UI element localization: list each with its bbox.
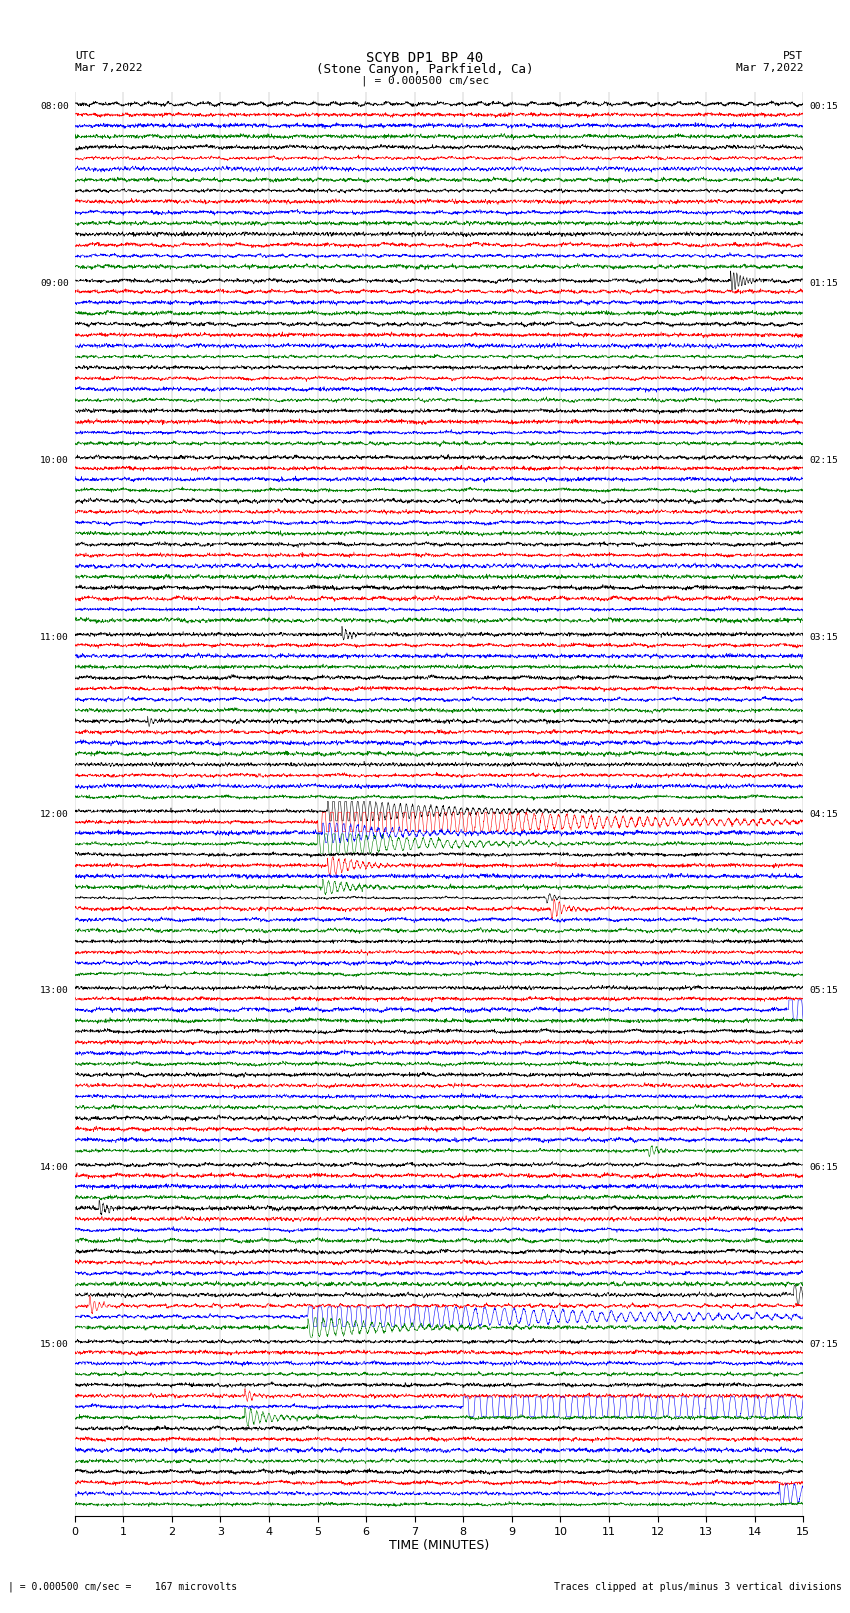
Text: 15:00: 15:00 — [40, 1340, 69, 1348]
Text: 11:00: 11:00 — [40, 632, 69, 642]
Text: 07:15: 07:15 — [809, 1340, 838, 1348]
Text: 13:00: 13:00 — [40, 986, 69, 995]
Text: | = 0.000500 cm/sec =    167 microvolts: | = 0.000500 cm/sec = 167 microvolts — [8, 1581, 238, 1592]
Text: | = 0.000500 cm/sec: | = 0.000500 cm/sec — [361, 76, 489, 85]
Text: UTC: UTC — [75, 50, 95, 61]
Text: SCYB DP1 BP 40: SCYB DP1 BP 40 — [366, 50, 484, 65]
Text: 09:00: 09:00 — [40, 279, 69, 289]
Text: (Stone Canyon, Parkfield, Ca): (Stone Canyon, Parkfield, Ca) — [316, 63, 534, 76]
Text: 08:00: 08:00 — [40, 102, 69, 111]
Text: 05:15: 05:15 — [809, 986, 838, 995]
Text: Mar 7,2022: Mar 7,2022 — [75, 63, 142, 73]
Text: 01:15: 01:15 — [809, 279, 838, 289]
Text: PST: PST — [783, 50, 803, 61]
Text: 02:15: 02:15 — [809, 456, 838, 465]
Text: 06:15: 06:15 — [809, 1163, 838, 1173]
Text: 00:15: 00:15 — [809, 102, 838, 111]
Text: 04:15: 04:15 — [809, 810, 838, 818]
Text: Mar 7,2022: Mar 7,2022 — [736, 63, 803, 73]
Text: 14:00: 14:00 — [40, 1163, 69, 1173]
X-axis label: TIME (MINUTES): TIME (MINUTES) — [389, 1539, 489, 1552]
Text: Traces clipped at plus/minus 3 vertical divisions: Traces clipped at plus/minus 3 vertical … — [553, 1582, 842, 1592]
Text: 10:00: 10:00 — [40, 456, 69, 465]
Text: 03:15: 03:15 — [809, 632, 838, 642]
Text: 12:00: 12:00 — [40, 810, 69, 818]
